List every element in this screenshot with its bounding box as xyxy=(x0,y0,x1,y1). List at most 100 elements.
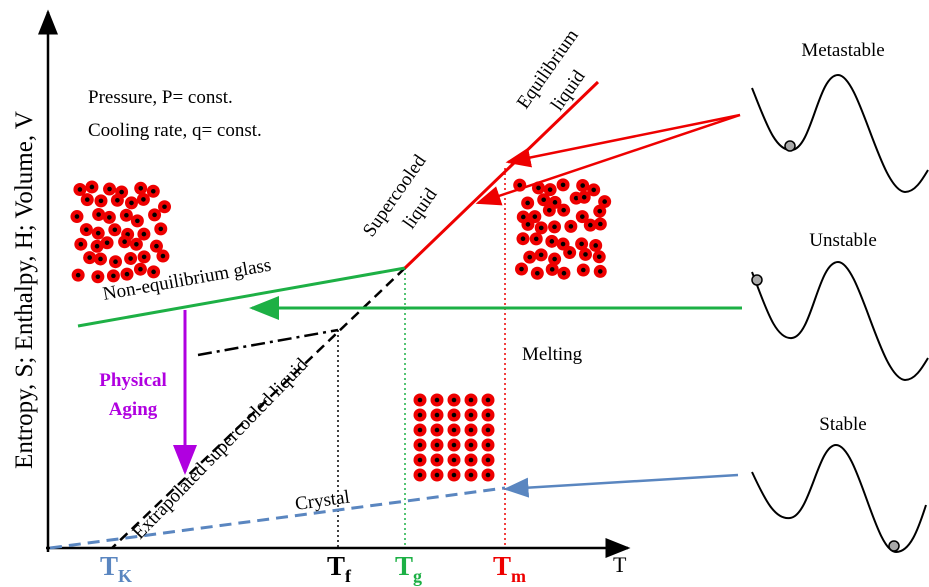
particle-core xyxy=(552,225,557,230)
symbol: T xyxy=(327,551,345,581)
particle-core xyxy=(588,223,593,228)
state-label: Unstable xyxy=(809,230,877,251)
particle-core xyxy=(452,413,457,418)
particle-core xyxy=(129,201,134,206)
particle-core xyxy=(161,254,166,259)
particle-core xyxy=(142,232,147,237)
particle-core xyxy=(580,214,585,219)
ball xyxy=(752,275,762,285)
particle-core xyxy=(486,473,491,478)
particle-core xyxy=(579,242,584,247)
particle-core xyxy=(598,269,603,274)
particle-core xyxy=(128,256,133,261)
particle-core xyxy=(486,443,491,448)
particle-core xyxy=(553,200,558,205)
particle-core xyxy=(535,271,540,276)
particle-core xyxy=(105,240,110,245)
particle-core xyxy=(141,197,146,202)
particle-core xyxy=(597,255,602,260)
particle-core xyxy=(162,204,167,209)
liquid-line xyxy=(405,82,598,268)
particle-core xyxy=(113,259,118,264)
symbol: T xyxy=(493,551,511,581)
particle-core xyxy=(539,226,544,231)
particle-core xyxy=(113,228,118,233)
particle-core xyxy=(418,413,423,418)
particle-core xyxy=(581,268,586,273)
subscript: f xyxy=(345,566,352,586)
particle-core xyxy=(151,189,156,194)
particle-core xyxy=(567,250,572,255)
particle-core xyxy=(552,257,557,262)
subscript: K xyxy=(118,566,132,586)
particle-core xyxy=(517,183,522,188)
particle-core xyxy=(533,214,538,219)
particle-core xyxy=(521,236,526,241)
particle-core xyxy=(134,242,139,247)
particle-core xyxy=(90,185,95,190)
particle-core xyxy=(550,267,555,272)
particle-core xyxy=(569,224,574,229)
potential-curve xyxy=(752,445,926,552)
particle-core xyxy=(591,188,596,193)
particle-core xyxy=(138,267,143,272)
particle-core xyxy=(550,239,555,244)
particle-core xyxy=(469,458,474,463)
particle-core xyxy=(138,186,143,191)
particle-core xyxy=(452,473,457,478)
particle-core xyxy=(452,428,457,433)
particle-core xyxy=(96,212,101,217)
particle-core xyxy=(486,428,491,433)
ball xyxy=(785,141,795,151)
potential-curve xyxy=(752,75,928,192)
particle-core xyxy=(534,237,539,242)
particle-core xyxy=(561,242,566,247)
symbol: T xyxy=(395,551,413,581)
particle-core xyxy=(452,398,457,403)
particle-core xyxy=(435,413,440,418)
particle-core xyxy=(582,195,587,200)
particle-core xyxy=(111,274,116,279)
ball xyxy=(889,541,899,551)
particle-core xyxy=(435,443,440,448)
particle-core xyxy=(107,215,112,220)
particle-core xyxy=(98,257,103,262)
particle-core xyxy=(597,209,602,214)
particle-core xyxy=(418,428,423,433)
temperature-label: Tg xyxy=(395,551,422,586)
particle-core xyxy=(469,473,474,478)
particle-core xyxy=(435,458,440,463)
particle-core xyxy=(536,186,541,191)
particle-core xyxy=(598,222,603,227)
particle-core xyxy=(541,197,546,202)
particle-core xyxy=(76,273,81,278)
particle-core xyxy=(85,197,90,202)
particle-core xyxy=(519,267,524,272)
subscript: g xyxy=(413,566,422,586)
particle-core xyxy=(526,222,531,227)
particle-core xyxy=(435,428,440,433)
aging-label: Physical xyxy=(99,370,167,391)
diagram: Entropy, S; Enthalpy, H; Volume, V T Pre… xyxy=(0,0,929,587)
particle-core xyxy=(561,208,566,213)
state-label: Metastable xyxy=(801,40,884,61)
state-label: Stable xyxy=(819,414,867,435)
temperature-label: TK xyxy=(100,551,132,586)
particle-core xyxy=(418,473,423,478)
particle-core xyxy=(527,255,532,260)
particle-core xyxy=(119,190,124,195)
y-axis-label: Entropy, S; Enthalpy, H; Volume, V xyxy=(11,111,38,469)
particle-core xyxy=(151,270,156,275)
particle-core xyxy=(435,473,440,478)
particle-core xyxy=(452,458,457,463)
particle-core xyxy=(561,183,566,188)
particle-core xyxy=(435,398,440,403)
particle-core xyxy=(469,428,474,433)
particle-core xyxy=(548,187,553,192)
particle-core xyxy=(75,214,80,219)
particle-core xyxy=(122,239,127,244)
temperature-label: Tm xyxy=(493,551,526,586)
particle-core xyxy=(583,252,588,257)
particle-core xyxy=(154,244,159,249)
particle-core xyxy=(469,443,474,448)
